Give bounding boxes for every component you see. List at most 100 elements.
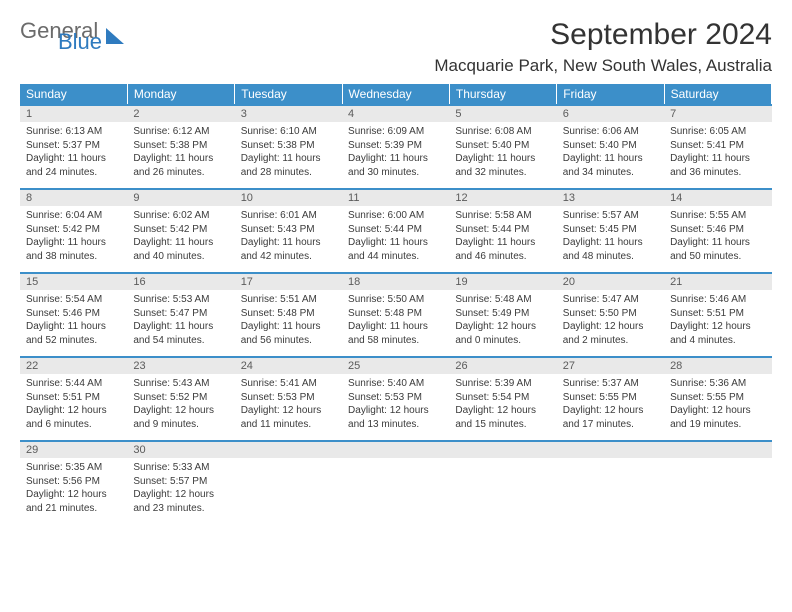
daylight-line: Daylight: 11 hours and 52 minutes. [26,320,121,347]
weekday-header-row: SundayMondayTuesdayWednesdayThursdayFrid… [20,84,772,105]
daylight-line: Daylight: 11 hours and 36 minutes. [670,152,765,179]
calendar-cell: 12Sunrise: 5:58 AMSunset: 5:44 PMDayligh… [449,189,556,273]
day-number: 28 [664,358,771,374]
day-content: Sunrise: 5:47 AMSunset: 5:50 PMDaylight:… [557,290,664,351]
calendar-week-row: 15Sunrise: 5:54 AMSunset: 5:46 PMDayligh… [20,273,772,357]
sunrise-line: Sunrise: 6:06 AM [563,125,658,139]
day-number: 5 [449,106,556,122]
calendar-body: 1Sunrise: 6:13 AMSunset: 5:37 PMDaylight… [20,105,772,525]
brand-word2: Blue [58,33,102,52]
sunrise-line: Sunrise: 5:33 AM [133,461,228,475]
sunrise-line: Sunrise: 5:40 AM [348,377,443,391]
day-number: 25 [342,358,449,374]
day-number: 27 [557,358,664,374]
brand-sail-icon [104,26,130,48]
day-content: Sunrise: 5:37 AMSunset: 5:55 PMDaylight:… [557,374,664,435]
empty-day [342,442,449,458]
calendar-cell [664,441,771,525]
sunset-line: Sunset: 5:41 PM [670,139,765,153]
calendar-cell: 24Sunrise: 5:41 AMSunset: 5:53 PMDayligh… [235,357,342,441]
day-number: 20 [557,274,664,290]
weekday-header: Tuesday [235,84,342,105]
day-content: Sunrise: 6:06 AMSunset: 5:40 PMDaylight:… [557,122,664,183]
calendar-cell: 15Sunrise: 5:54 AMSunset: 5:46 PMDayligh… [20,273,127,357]
day-number: 14 [664,190,771,206]
sunrise-line: Sunrise: 5:48 AM [455,293,550,307]
calendar-cell: 19Sunrise: 5:48 AMSunset: 5:49 PMDayligh… [449,273,556,357]
sunrise-line: Sunrise: 5:57 AM [563,209,658,223]
day-number: 23 [127,358,234,374]
daylight-line: Daylight: 12 hours and 4 minutes. [670,320,765,347]
sunset-line: Sunset: 5:38 PM [241,139,336,153]
day-number: 11 [342,190,449,206]
sunset-line: Sunset: 5:40 PM [563,139,658,153]
day-content: Sunrise: 6:01 AMSunset: 5:43 PMDaylight:… [235,206,342,267]
sunrise-line: Sunrise: 6:10 AM [241,125,336,139]
sunrise-line: Sunrise: 6:00 AM [348,209,443,223]
sunrise-line: Sunrise: 5:43 AM [133,377,228,391]
sunset-line: Sunset: 5:49 PM [455,307,550,321]
day-content: Sunrise: 5:58 AMSunset: 5:44 PMDaylight:… [449,206,556,267]
sunrise-line: Sunrise: 6:04 AM [26,209,121,223]
sunset-line: Sunset: 5:52 PM [133,391,228,405]
daylight-line: Daylight: 11 hours and 32 minutes. [455,152,550,179]
day-content: Sunrise: 6:12 AMSunset: 5:38 PMDaylight:… [127,122,234,183]
calendar-cell: 17Sunrise: 5:51 AMSunset: 5:48 PMDayligh… [235,273,342,357]
daylight-line: Daylight: 11 hours and 46 minutes. [455,236,550,263]
sunset-line: Sunset: 5:38 PM [133,139,228,153]
day-number: 10 [235,190,342,206]
sunset-line: Sunset: 5:57 PM [133,475,228,489]
day-number: 29 [20,442,127,458]
sunset-line: Sunset: 5:48 PM [348,307,443,321]
sunset-line: Sunset: 5:40 PM [455,139,550,153]
calendar-cell: 20Sunrise: 5:47 AMSunset: 5:50 PMDayligh… [557,273,664,357]
day-content: Sunrise: 6:02 AMSunset: 5:42 PMDaylight:… [127,206,234,267]
day-number: 12 [449,190,556,206]
day-content: Sunrise: 5:35 AMSunset: 5:56 PMDaylight:… [20,458,127,519]
calendar-cell: 8Sunrise: 6:04 AMSunset: 5:42 PMDaylight… [20,189,127,273]
sunrise-line: Sunrise: 5:46 AM [670,293,765,307]
day-number: 26 [449,358,556,374]
day-number: 1 [20,106,127,122]
day-number: 21 [664,274,771,290]
daylight-line: Daylight: 12 hours and 15 minutes. [455,404,550,431]
day-content: Sunrise: 5:55 AMSunset: 5:46 PMDaylight:… [664,206,771,267]
sunrise-line: Sunrise: 6:02 AM [133,209,228,223]
daylight-line: Daylight: 11 hours and 40 minutes. [133,236,228,263]
sunset-line: Sunset: 5:44 PM [455,223,550,237]
sunset-line: Sunset: 5:42 PM [133,223,228,237]
sunset-line: Sunset: 5:43 PM [241,223,336,237]
sunrise-line: Sunrise: 6:01 AM [241,209,336,223]
day-number: 9 [127,190,234,206]
weekday-header: Saturday [664,84,771,105]
daylight-line: Daylight: 11 hours and 56 minutes. [241,320,336,347]
calendar-cell: 13Sunrise: 5:57 AMSunset: 5:45 PMDayligh… [557,189,664,273]
sunset-line: Sunset: 5:55 PM [563,391,658,405]
day-number: 30 [127,442,234,458]
sunrise-line: Sunrise: 6:12 AM [133,125,228,139]
day-number: 3 [235,106,342,122]
sunset-line: Sunset: 5:51 PM [26,391,121,405]
day-content: Sunrise: 5:50 AMSunset: 5:48 PMDaylight:… [342,290,449,351]
day-content: Sunrise: 6:08 AMSunset: 5:40 PMDaylight:… [449,122,556,183]
header: General Blue September 2024 Macquarie Pa… [20,18,772,76]
sunset-line: Sunset: 5:55 PM [670,391,765,405]
day-number: 18 [342,274,449,290]
sunset-line: Sunset: 5:46 PM [670,223,765,237]
title-block: September 2024 Macquarie Park, New South… [434,18,772,76]
calendar-cell: 21Sunrise: 5:46 AMSunset: 5:51 PMDayligh… [664,273,771,357]
daylight-line: Daylight: 12 hours and 11 minutes. [241,404,336,431]
day-content: Sunrise: 5:41 AMSunset: 5:53 PMDaylight:… [235,374,342,435]
daylight-line: Daylight: 12 hours and 23 minutes. [133,488,228,515]
brand-logo: General Blue [20,22,130,51]
day-content: Sunrise: 6:13 AMSunset: 5:37 PMDaylight:… [20,122,127,183]
sunrise-line: Sunrise: 5:55 AM [670,209,765,223]
calendar-week-row: 29Sunrise: 5:35 AMSunset: 5:56 PMDayligh… [20,441,772,525]
sunrise-line: Sunrise: 5:41 AM [241,377,336,391]
sunrise-line: Sunrise: 5:44 AM [26,377,121,391]
calendar-table: SundayMondayTuesdayWednesdayThursdayFrid… [20,84,772,525]
day-number: 13 [557,190,664,206]
calendar-week-row: 22Sunrise: 5:44 AMSunset: 5:51 PMDayligh… [20,357,772,441]
calendar-cell: 11Sunrise: 6:00 AMSunset: 5:44 PMDayligh… [342,189,449,273]
calendar-cell: 1Sunrise: 6:13 AMSunset: 5:37 PMDaylight… [20,105,127,189]
